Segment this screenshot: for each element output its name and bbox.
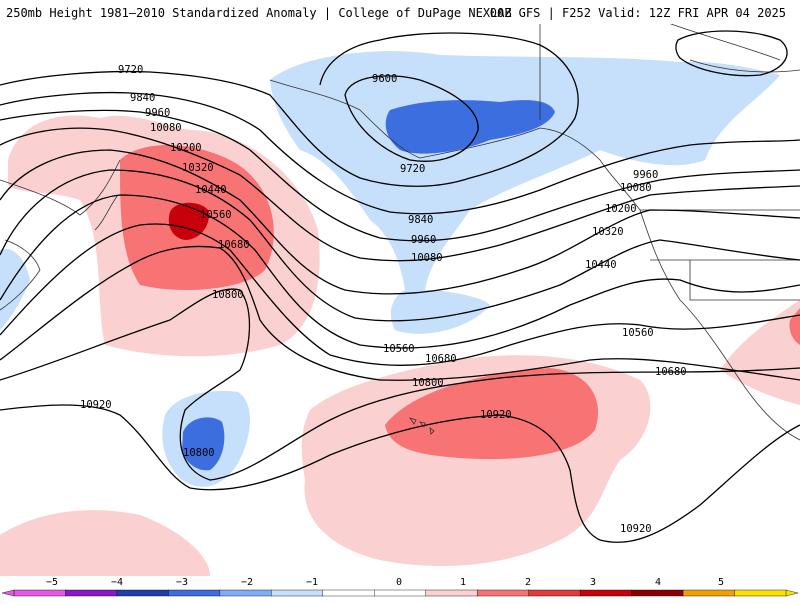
contour-label: 9600: [372, 73, 397, 85]
contour-label: 9720: [118, 64, 143, 76]
neg-anomaly-gulf-strong: [385, 100, 555, 154]
colorbar-swatch: [734, 589, 787, 597]
contour-label: 10080: [620, 182, 652, 194]
colorbar-swatch: [631, 589, 684, 597]
contour-10920: [0, 404, 800, 543]
colorbar-tick: 1: [460, 577, 466, 588]
contour-label: 10320: [592, 226, 624, 238]
colorbar-swatch: [477, 589, 530, 597]
colorbar-swatch: [374, 589, 427, 597]
contour-label: 9960: [145, 107, 170, 119]
colorbar-swatches: [1, 589, 799, 597]
pos-anomaly-east-light: [720, 300, 800, 405]
colorbar-swatch: [219, 589, 273, 597]
contour-label: 10680: [218, 239, 250, 251]
colorbar-swatch: [116, 589, 170, 597]
colorbar-max-cap: [785, 589, 799, 597]
contour-labels: 9600 9720 9720 9840 9840 9960 9960 9960 …: [80, 64, 687, 535]
neg-anomaly-west-light: [0, 248, 30, 330]
contour-10560: [0, 223, 800, 366]
map-area[interactable]: 9600 9720 9720 9840 9840 9960 9960 9960 …: [0, 24, 800, 576]
contour-10680: [0, 245, 800, 381]
colorbar-swatch: [168, 589, 221, 597]
contour-label: 9720: [400, 163, 425, 175]
contour-label: 10920: [620, 523, 652, 535]
contour-label: 9960: [411, 234, 436, 246]
colorbar-svg: −5 −4 −3 −2 −1 0 1 2 3 4 5: [1, 577, 799, 597]
colorbar-tick: 2: [525, 577, 531, 588]
colorbar-tick: −3: [176, 577, 188, 588]
contour-label: 10680: [425, 353, 457, 365]
colorbar-min-cap: [1, 589, 15, 597]
contour-10800: [0, 288, 800, 481]
contour-label: 10560: [622, 327, 654, 339]
contour-9720: [0, 32, 579, 187]
contour-label: 10560: [383, 343, 415, 355]
anomaly-colorbar: −5 −4 −3 −2 −1 0 1 2 3 4 5: [0, 576, 800, 600]
header-bar: 250mb Height 1981–2010 Standardized Anom…: [0, 0, 800, 24]
contour-label: 10800: [183, 447, 215, 459]
contour-label: 9960: [633, 169, 658, 181]
neg-anomaly-gulf-light: [270, 51, 780, 334]
hawaii-islands: [409, 417, 435, 435]
pos-anomaly-south-mid: [385, 368, 598, 460]
map-canvas: 9600 9720 9720 9840 9840 9960 9960 9960 …: [0, 24, 800, 576]
colorbar-swatch: [682, 589, 736, 597]
contour-9600: [344, 75, 479, 162]
contour-10080: [0, 127, 800, 262]
pos-anomaly-southwest-light: [0, 510, 210, 576]
model-run-info: 00Z GFS | F252 Valid: 12Z FRI APR 04 202…: [489, 6, 786, 20]
contour-label: 10200: [605, 203, 637, 215]
colorbar-tick: 5: [718, 577, 724, 588]
colorbar-swatch: [528, 589, 581, 597]
colorbar-tick: −2: [241, 577, 253, 588]
pos-anomaly-east-mid: [789, 308, 800, 345]
contour-10440: [0, 194, 800, 349]
pos-anomaly-nw-strong: [168, 202, 209, 240]
contour-label: 10800: [212, 289, 244, 301]
contour-label: 9840: [130, 92, 155, 104]
contour-label: 10080: [411, 252, 443, 264]
contour-label: 10680: [655, 366, 687, 378]
colorbar-tick: −1: [306, 577, 318, 588]
contour-label: 10320: [182, 162, 214, 174]
colorbar-swatch: [65, 589, 118, 597]
height-contours: [0, 30, 800, 543]
anomaly-shading: [0, 51, 800, 576]
neg-anomaly-cutoff-strong: [182, 417, 225, 471]
contour-label: 10080: [150, 122, 182, 134]
contour-label: 9840: [408, 214, 433, 226]
contour-label: 10560: [200, 209, 232, 221]
map-title: 250mb Height 1981–2010 Standardized Anom…: [6, 6, 512, 20]
colorbar-swatch: [322, 589, 375, 597]
colorbar-swatch: [579, 589, 633, 597]
colorbar-ticks: −5 −4 −3 −2 −1 0 1 2 3 4 5: [46, 577, 724, 588]
contour-9960: [0, 109, 800, 242]
contour-label: 10800: [412, 377, 444, 389]
contour-label: 10920: [480, 409, 512, 421]
colorbar-swatch: [271, 589, 324, 597]
contour-10320: [0, 169, 800, 322]
contour-9840: [0, 91, 800, 215]
colorbar-tick: −5: [46, 577, 58, 588]
colorbar-tick: 3: [590, 577, 596, 588]
contour-label: 10920: [80, 399, 112, 411]
contour-label: 10440: [585, 259, 617, 271]
contour-10200: [0, 149, 800, 295]
colorbar-swatch: [425, 589, 478, 597]
colorbar-tick: 0: [396, 577, 402, 588]
colorbar-tick: 4: [655, 577, 661, 588]
contour-arctic-low: [675, 30, 788, 77]
colorbar-tick: −4: [111, 577, 123, 588]
colorbar-swatch: [13, 589, 67, 597]
contour-label: 10440: [195, 184, 227, 196]
contour-label: 10200: [170, 142, 202, 154]
